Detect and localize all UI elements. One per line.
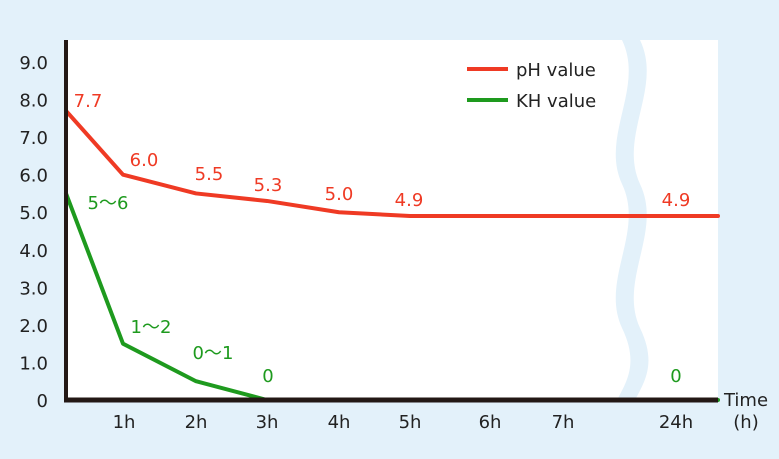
y-tick-label: 1.0	[19, 353, 48, 374]
x-tick-label: 2h	[185, 412, 208, 433]
ph-value-data-label: 5.0	[325, 184, 354, 205]
legend-label-kh-value: KH value	[516, 91, 596, 112]
x-tick-label: 1h	[113, 412, 136, 433]
legend: pH value KH value	[467, 60, 596, 112]
ph-value-series-line	[64, 108, 720, 218]
ph-value-data-label: 4.9	[662, 190, 691, 211]
x-tick-label: 3h	[256, 412, 279, 433]
kh-value-data-label: 0	[670, 366, 681, 387]
x-axis-title: Time	[723, 390, 768, 411]
ph-value-data-label: 7.7	[74, 91, 103, 112]
y-tick-label: 4.0	[19, 241, 48, 262]
ph-value-data-label: 6.0	[130, 150, 159, 171]
y-tick-label: 2.0	[19, 316, 48, 337]
data-labels: 7.7 6.0 5.5 5.3 5.0 4.9 4.9 5〜6 1〜2 0〜1 0 0	[74, 91, 691, 387]
kh-value-data-label: 0	[262, 366, 273, 387]
ph-value-data-label: 4.9	[395, 190, 424, 211]
y-tick-label: 0	[37, 391, 48, 412]
y-tick-label: 6.0	[19, 166, 48, 187]
axis-break	[615, 40, 649, 402]
kh-value-data-label: 1〜2	[131, 317, 172, 338]
y-tick-label: 9.0	[19, 53, 48, 74]
ph-value-data-label: 5.3	[254, 175, 283, 196]
x-axis-ticks: 1h 2h 3h 4h 5h 6h 7h 24h	[113, 412, 694, 433]
y-axis-ticks: 9.0 8.0 7.0 6.0 5.0 4.0 3.0 2.0 1.0 0	[19, 53, 48, 412]
x-tick-label: 5h	[399, 412, 422, 433]
y-tick-label: 3.0	[19, 278, 48, 299]
x-axis-unit: (h)	[733, 412, 758, 433]
x-tick-label: 7h	[552, 412, 575, 433]
y-tick-label: 5.0	[19, 203, 48, 224]
y-tick-label: 7.0	[19, 128, 48, 149]
y-tick-label: 8.0	[19, 91, 48, 112]
legend-label-ph-value: pH value	[516, 60, 596, 81]
ph-value-data-label: 5.5	[195, 164, 224, 185]
x-tick-label: 24h	[659, 412, 693, 433]
x-tick-label: 4h	[328, 412, 351, 433]
kh-value-data-label: 0〜1	[193, 343, 234, 364]
kh-value-data-label: 5〜6	[88, 193, 129, 214]
x-tick-label: 6h	[479, 412, 502, 433]
axis-break-band	[615, 40, 649, 402]
plot-area	[66, 40, 718, 402]
